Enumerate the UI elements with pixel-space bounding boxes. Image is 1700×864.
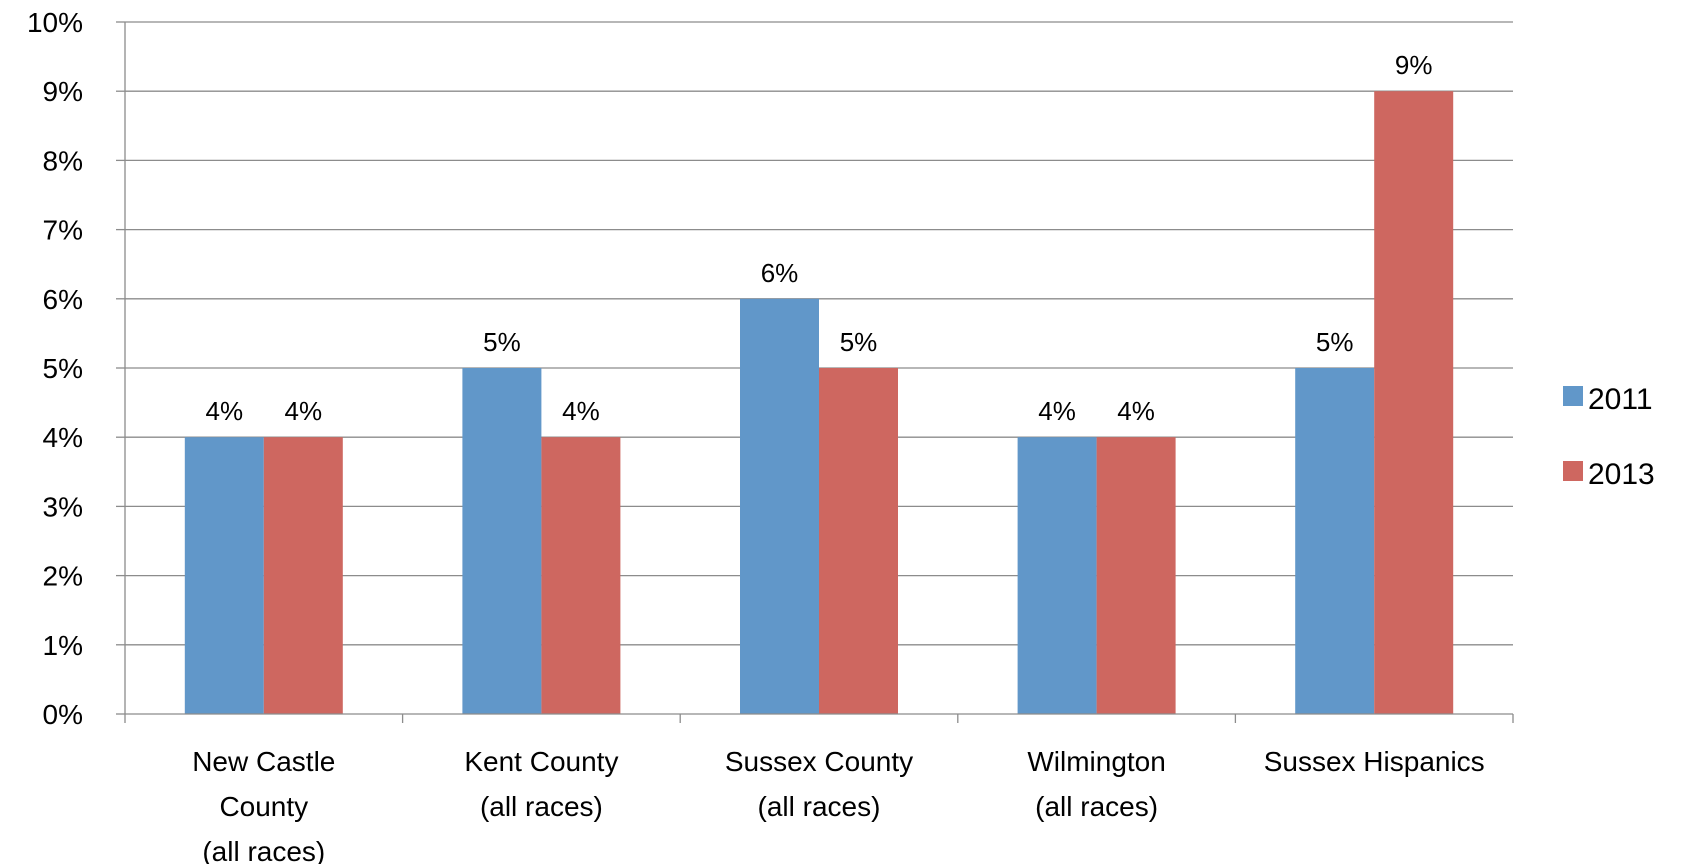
data-label: 6% xyxy=(761,258,799,288)
bar-2013-3 xyxy=(1096,437,1176,714)
data-label: 4% xyxy=(1038,396,1076,426)
y-tick-label: 3% xyxy=(43,491,83,522)
y-tick-label: 2% xyxy=(43,561,83,592)
data-label: 4% xyxy=(562,396,600,426)
data-label: 5% xyxy=(1316,327,1354,357)
bars: 4% 5% 6% 4% 5% 4% 4% 5% 4% 9% xyxy=(184,50,1454,714)
y-tick-label: 10% xyxy=(27,7,83,38)
bar-2013-0 xyxy=(263,437,343,714)
bar-2011-2 xyxy=(740,298,819,714)
data-label: 4% xyxy=(1117,396,1155,426)
data-label: 4% xyxy=(206,396,244,426)
y-axis: 0% 1% 2% 3% 4% 5% 6% 7% 8% 9% 10% xyxy=(27,7,126,730)
y-tick-label: 5% xyxy=(43,353,83,384)
bar-2011-3 xyxy=(1017,437,1097,714)
legend: 2011 2013 xyxy=(1563,383,1655,491)
y-tick-label: 6% xyxy=(43,284,83,315)
data-label: 4% xyxy=(285,396,323,426)
bar-2013-2 xyxy=(819,368,898,714)
bar-2011-4 xyxy=(1295,368,1375,714)
legend-swatch-2011 xyxy=(1563,386,1583,406)
x-category-label: Kent County (all races) xyxy=(464,746,618,822)
bar-2011-0 xyxy=(184,437,264,714)
x-axis: New Castle County (all races) Kent County (a… xyxy=(124,713,1514,864)
legend-label-2011: 2011 xyxy=(1588,383,1653,416)
y-tick-label: 1% xyxy=(43,630,83,661)
data-label: 5% xyxy=(840,327,878,357)
bar-2011-1 xyxy=(462,368,542,714)
legend-label-2013: 2013 xyxy=(1588,458,1655,491)
y-tick-label: 4% xyxy=(43,422,83,453)
y-tick-label: 0% xyxy=(43,699,83,730)
legend-swatch-2013 xyxy=(1563,461,1583,481)
x-category-label: Sussex County (all races) xyxy=(725,746,913,822)
data-label: 9% xyxy=(1395,50,1433,80)
x-category-label: Wilmington (all races) xyxy=(1027,746,1165,822)
data-label: 5% xyxy=(483,327,521,357)
bar-2013-4 xyxy=(1374,91,1454,714)
x-category-label: New Castle County (all races) xyxy=(192,746,335,864)
x-category-label: Sussex Hispanics xyxy=(1264,746,1485,777)
y-tick-label: 9% xyxy=(43,76,83,107)
bar-2013-1 xyxy=(541,437,621,714)
y-tick-label: 7% xyxy=(43,215,83,246)
y-tick-label: 8% xyxy=(43,145,83,176)
